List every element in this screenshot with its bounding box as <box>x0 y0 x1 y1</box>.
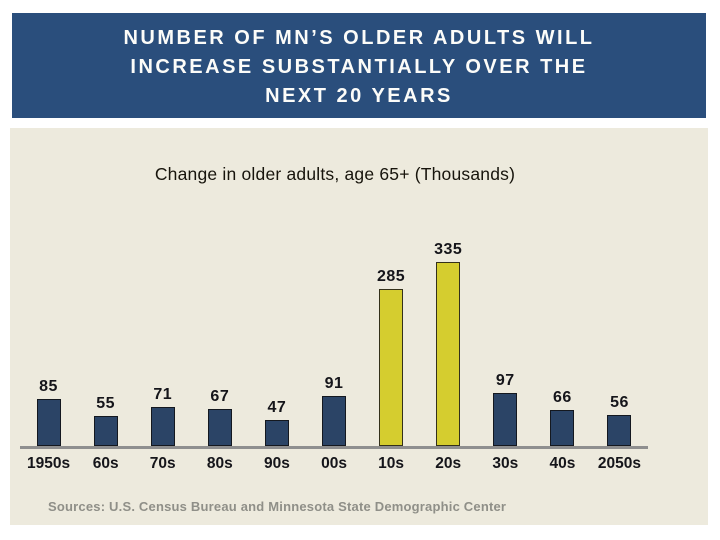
content-panel: Change in older adults, age 65+ (Thousan… <box>10 128 708 525</box>
bar-70s <box>150 407 175 446</box>
bar-column-80s: 67 <box>191 388 248 446</box>
x-axis-label-40s: 40s <box>549 455 576 472</box>
bar-value-label: 67 <box>210 388 230 405</box>
x-axis-label-1950s: 1950s <box>26 455 71 472</box>
slide-title-line-1: NUMBER OF MN’S OLDER ADULTS WILL <box>123 27 595 49</box>
bar-value-label: 66 <box>552 389 572 406</box>
bar-80s <box>207 409 232 446</box>
x-axis-label-2050s: 2050s <box>597 455 642 472</box>
bar-column-70s: 71 <box>134 386 191 446</box>
bar-40s <box>550 410 575 446</box>
x-axis-label-30s: 30s <box>492 455 519 472</box>
chart-title: Change in older adults, age 65+ (Thousan… <box>154 164 516 184</box>
bar-60s <box>93 416 118 446</box>
bar-2050s <box>607 415 632 446</box>
bar-column-20s: 335 <box>420 241 477 446</box>
bar-chart: 85 55 71 67 47 91 285 335 97 66 56 <box>20 234 648 446</box>
source-note: Sources: U.S. Census Bureau and Minnesot… <box>48 499 507 514</box>
x-axis-label-10s: 10s <box>378 455 405 472</box>
bar-1950s <box>36 399 61 446</box>
slide-title-line-3: NEXT 20 YEARS <box>265 85 453 107</box>
bar-column-2050s: 56 <box>591 394 648 446</box>
bar-column-40s: 66 <box>534 389 591 446</box>
bar-value-label: 56 <box>610 394 629 411</box>
x-axis-label-80s: 80s <box>206 455 233 472</box>
bar-value-label: 335 <box>434 241 463 258</box>
bar-90s <box>264 420 289 446</box>
bar-column-1950s: 85 <box>20 378 77 446</box>
bar-value-label: 285 <box>377 268 406 285</box>
bar-value-label: 55 <box>96 395 116 412</box>
bar-column-00s: 91 <box>305 375 362 446</box>
slide-title-banner: NUMBER OF MN’S OLDER ADULTS WILL INCREAS… <box>12 13 706 118</box>
slide-title-line-2: INCREASE SUBSTANTIALLY OVER THE <box>130 56 588 78</box>
x-axis-label-20s: 20s <box>435 455 462 472</box>
x-axis-label-00s: 00s <box>321 455 347 472</box>
x-axis-labels: 1950s 60s 70s 80s 90s 00s 10s 20s 30s 40s 2050s <box>20 455 648 473</box>
x-axis-label-60s: 60s <box>92 455 119 472</box>
bar-value-label: 97 <box>495 372 515 389</box>
bar-column-90s: 47 <box>248 399 305 446</box>
bar-column-60s: 55 <box>77 395 134 446</box>
bar-value-label: 71 <box>153 386 173 403</box>
x-axis-label-70s: 70s <box>149 455 176 472</box>
x-axis-label-90s: 90s <box>263 455 290 472</box>
bar-20s <box>436 262 461 446</box>
bar-value-label: 85 <box>39 378 58 395</box>
bar-value-label: 47 <box>267 399 287 416</box>
bar-value-label: 91 <box>324 375 344 392</box>
bar-30s <box>493 393 518 446</box>
bar-column-30s: 97 <box>477 372 534 446</box>
x-axis-line <box>20 446 648 449</box>
bar-00s <box>322 396 347 446</box>
bar-10s <box>379 289 404 446</box>
bar-column-10s: 285 <box>363 268 420 446</box>
